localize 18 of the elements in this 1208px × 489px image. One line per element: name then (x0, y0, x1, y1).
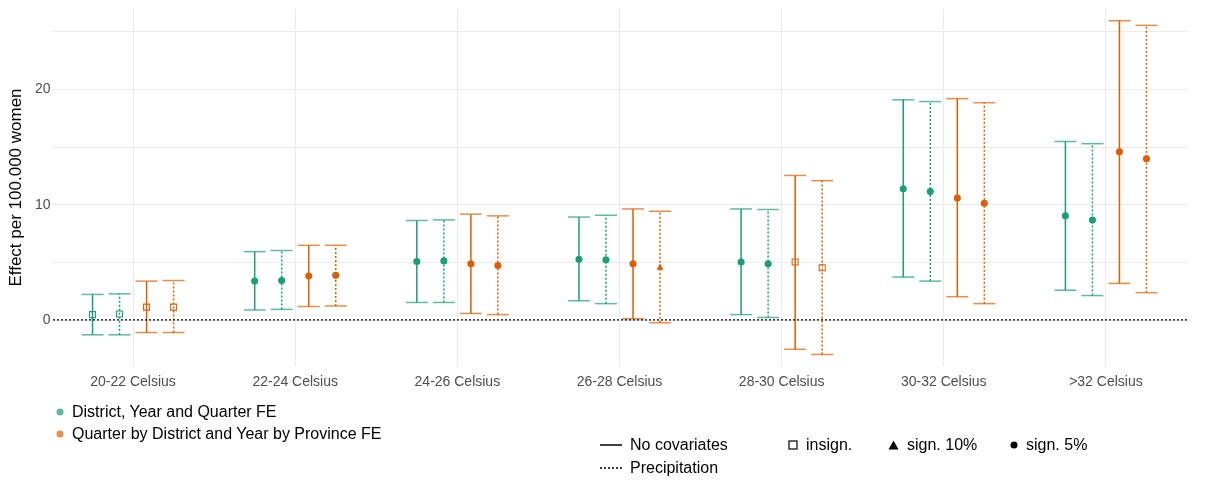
text: Precipitation (630, 459, 719, 477)
text: No covariates (630, 436, 728, 454)
legend-label: Quarter by District and Year by Province FE (72, 425, 382, 442)
legend-label: District, Year and Quarter FE (72, 403, 277, 420)
x-tick-label: 30-32 Celsius (900, 372, 987, 389)
x-tick-label: 28-30 Celsius (738, 372, 825, 389)
y-axis-title: Effect per 100.000 women (5, 88, 25, 287)
text: sign. 5% (1026, 436, 1088, 454)
y-tick-label: 20 (34, 80, 51, 97)
y-tick-label: 0 (42, 311, 51, 328)
x-tick-label: 22-24 Celsius (252, 372, 339, 389)
text: sign. 10% (907, 436, 978, 454)
y-tick-label: 10 (34, 195, 51, 212)
x-tick-label: 24-26 Celsius (414, 372, 501, 389)
x-tick-label: 26-28 Celsius (576, 372, 663, 389)
text: insign. (806, 436, 853, 454)
x-tick-label: >32 Celsius (1069, 372, 1143, 389)
x-tick-label: 20-22 Celsius (90, 372, 176, 389)
